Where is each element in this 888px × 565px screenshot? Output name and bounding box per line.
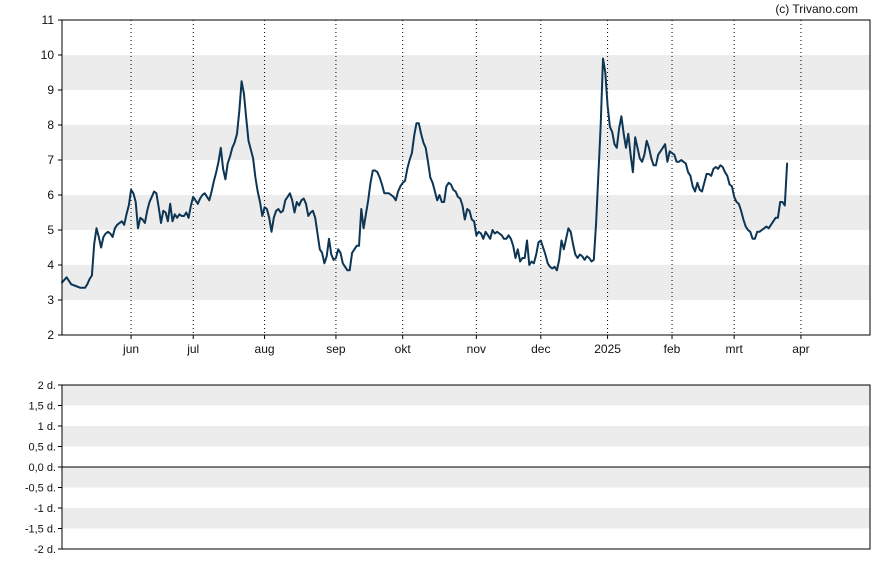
- month-label: feb: [664, 342, 681, 356]
- price-plot-frame: [61, 19, 871, 336]
- price-band-3: [62, 55, 870, 90]
- price-band-0: [62, 265, 870, 300]
- credit-label: (c) Trivano.com: [775, 2, 858, 16]
- y-tick-label: 2: [47, 328, 54, 342]
- indicator-band-2: [62, 426, 870, 447]
- y-tick-label: 3: [47, 293, 54, 307]
- indicator-tick-label: -0,5 d.: [25, 483, 56, 495]
- indicator-chart: -2 d. -1,5 d. -1 d. -0,5 d. 0,0 d. 0,5 d. 1 d.…: [25, 380, 871, 556]
- indicator-band-0: [62, 508, 870, 529]
- indicator-tick-label: 0,5 d.: [28, 442, 56, 454]
- month-label: mrt: [726, 342, 744, 356]
- indicator-tick-label: -1,5 d.: [25, 524, 56, 536]
- y-tick-label: 10: [41, 48, 55, 62]
- indicator-tick-label: 0,0 d.: [28, 462, 56, 474]
- y-tick-label: 8: [47, 118, 54, 132]
- indicator-tick-label: -2 d.: [34, 544, 56, 556]
- indicator-band-3: [62, 385, 870, 406]
- y-tick-label: 11: [42, 13, 55, 27]
- month-label: nov: [467, 342, 486, 356]
- indicator-tick-label: 1,5 d.: [28, 401, 56, 413]
- month-label: okt: [395, 342, 412, 356]
- y-tick-label: 5: [47, 223, 54, 237]
- indicator-tick-label: -1 d.: [34, 503, 56, 515]
- indicator-tick-label: 2 d.: [38, 380, 56, 392]
- month-label: jul: [186, 342, 199, 356]
- month-label: dec: [531, 342, 550, 356]
- indicator-plot-frame: [61, 384, 871, 550]
- price-band-2: [62, 125, 870, 160]
- month-label: apr: [792, 342, 809, 356]
- y-tick-label: 9: [47, 83, 54, 97]
- price-series-line: [61, 57, 789, 289]
- month-label: sep: [326, 342, 346, 356]
- indicator-band-1: [62, 467, 870, 488]
- y-tick-label: 7: [47, 153, 54, 167]
- price-chart: jun jul aug sep okt nov dec 2025 feb mrt apr 2 3 4 5 6 7…: [41, 13, 871, 356]
- indicator-tick-label: 1 d.: [38, 421, 56, 433]
- y-tick-label: 4: [47, 258, 54, 272]
- month-label: jun: [122, 342, 139, 356]
- month-label: aug: [255, 342, 275, 356]
- month-label: 2025: [594, 342, 621, 356]
- y-tick-label: 6: [47, 188, 54, 202]
